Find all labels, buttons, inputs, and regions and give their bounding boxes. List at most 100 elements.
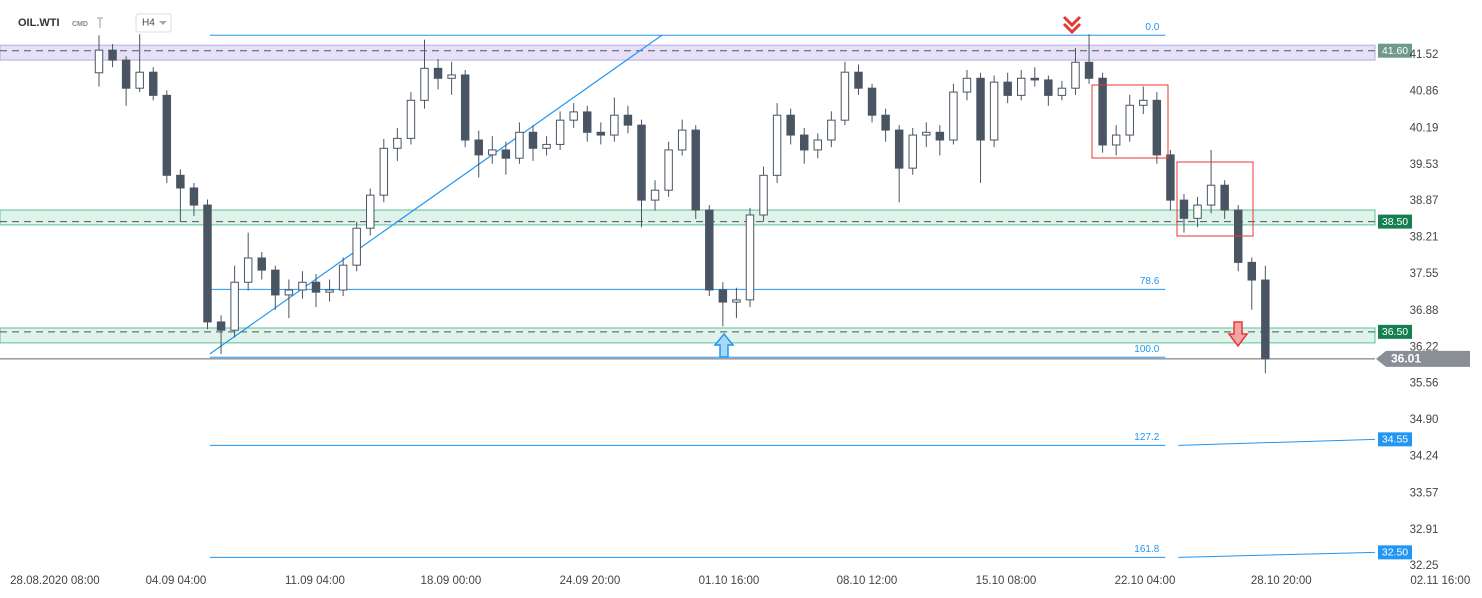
x-tick-label: 18.09 00:00: [421, 575, 482, 587]
price-tag-label: 38.50: [1382, 216, 1408, 228]
candle-body: [1166, 154, 1175, 201]
candle-body: [894, 129, 904, 169]
last-price-tag: [1376, 350, 1470, 367]
candle-body: [732, 299, 741, 303]
candle-body: [528, 131, 538, 149]
candle-body: [1098, 77, 1107, 146]
x-tick-label: 15.10 08:00: [976, 575, 1037, 587]
x-tick-label: 11.09 04:00: [285, 575, 345, 587]
x-tick-label: 28.10 20:00: [1251, 575, 1312, 587]
price-tag: [1378, 545, 1412, 560]
candle-body: [271, 269, 280, 296]
candle-body: [569, 111, 578, 121]
candle-body: [650, 189, 660, 201]
timeframe-select[interactable]: [135, 13, 172, 33]
fib-ratio: 100.0: [1134, 344, 1159, 355]
candle-body: [460, 74, 470, 141]
candle-body: [637, 124, 646, 201]
pattern-box: [1091, 84, 1169, 159]
candle-body: [786, 114, 795, 136]
candle-body: [1016, 77, 1026, 96]
candle-body: [379, 147, 389, 196]
candle-body: [488, 149, 497, 156]
candle-body: [1193, 204, 1202, 219]
candle-body: [745, 214, 755, 301]
candle-body: [189, 187, 199, 206]
candle-body: [949, 91, 958, 141]
y-tick-label: 37.55: [1410, 268, 1439, 280]
y-tick-label: 39.53: [1410, 159, 1439, 171]
zones: [0, 44, 1376, 344]
candle-body: [813, 139, 823, 151]
down-arrow: [1227, 321, 1249, 348]
candle-body: [989, 81, 999, 141]
timeframe: H4: [142, 18, 155, 29]
candle-body: [854, 71, 863, 89]
candle-body: [677, 129, 687, 151]
fib-ratio: 161.8: [1134, 544, 1159, 555]
candle-body: [135, 71, 144, 89]
y-tick-label: 33.57: [1410, 487, 1439, 499]
candle-body: [1179, 199, 1189, 219]
candle-body: [1084, 61, 1094, 79]
candle-body: [718, 289, 728, 303]
candle-body: [1044, 79, 1053, 96]
market: CMD: [72, 21, 88, 28]
candle-body: [1261, 279, 1270, 360]
candle-body: [827, 119, 836, 141]
x-tick-label: 04.09 04:00: [146, 575, 207, 587]
price-tag: [1378, 324, 1412, 339]
candle-body: [433, 67, 443, 79]
candle-body: [691, 129, 700, 211]
axes: 41.60 38.50 36.50 34.55 32.50 41.52 40.86 40.19…: [10, 43, 1470, 587]
dropdown-icon: [159, 21, 167, 25]
candle-body: [257, 257, 266, 271]
zone: [0, 209, 1376, 226]
candle-body: [1220, 184, 1229, 211]
candle-body: [705, 209, 714, 291]
price-tag: [1378, 43, 1412, 58]
candle-body: [935, 131, 945, 141]
candle-body: [1247, 261, 1257, 281]
price-tag-label: 34.55: [1382, 434, 1408, 446]
candle-body: [881, 114, 890, 131]
y-tick-label: 32.91: [1410, 524, 1439, 536]
candle-body: [976, 77, 985, 141]
candle-body: [1111, 134, 1121, 146]
up-arrow: [713, 332, 735, 358]
candle-body: [162, 94, 172, 176]
fib-ratio: 127.2: [1134, 432, 1159, 443]
y-tick-label: 35.56: [1410, 378, 1439, 390]
trendline: [209, 34, 663, 355]
candle-body: [515, 131, 524, 159]
x-tick-label: 08.10 12:00: [837, 575, 898, 587]
candle-body: [230, 281, 239, 331]
candle-body: [474, 139, 483, 156]
y-tick-label: 41.52: [1410, 49, 1439, 61]
y-tick-label: 38.21: [1410, 232, 1439, 244]
candle-body: [610, 114, 619, 136]
price-tag: [1378, 214, 1412, 229]
candle-body: [501, 149, 511, 159]
x-tick-label: 28.08.2020 08:00: [10, 575, 100, 587]
candle-body: [284, 289, 294, 296]
price-tag-label: 41.60: [1382, 45, 1408, 57]
candle-body: [867, 87, 877, 116]
x-tick-label: 01.10 16:00: [699, 575, 760, 587]
y-tick-label: 38.87: [1410, 195, 1439, 207]
candle-body: [203, 204, 212, 323]
y-tick-label: 40.19: [1410, 122, 1439, 134]
candle-body: [216, 321, 226, 331]
candle-body: [840, 71, 850, 121]
candle-body: [800, 134, 809, 151]
symbol: OIL.WTI: [18, 17, 60, 29]
candle-body: [1030, 77, 1040, 81]
candle-body: [962, 77, 972, 93]
candle-body: [772, 114, 782, 176]
candle-body: [759, 174, 768, 216]
candle-body: [447, 74, 456, 79]
candle-body: [420, 67, 429, 101]
candle-body: [176, 174, 185, 189]
